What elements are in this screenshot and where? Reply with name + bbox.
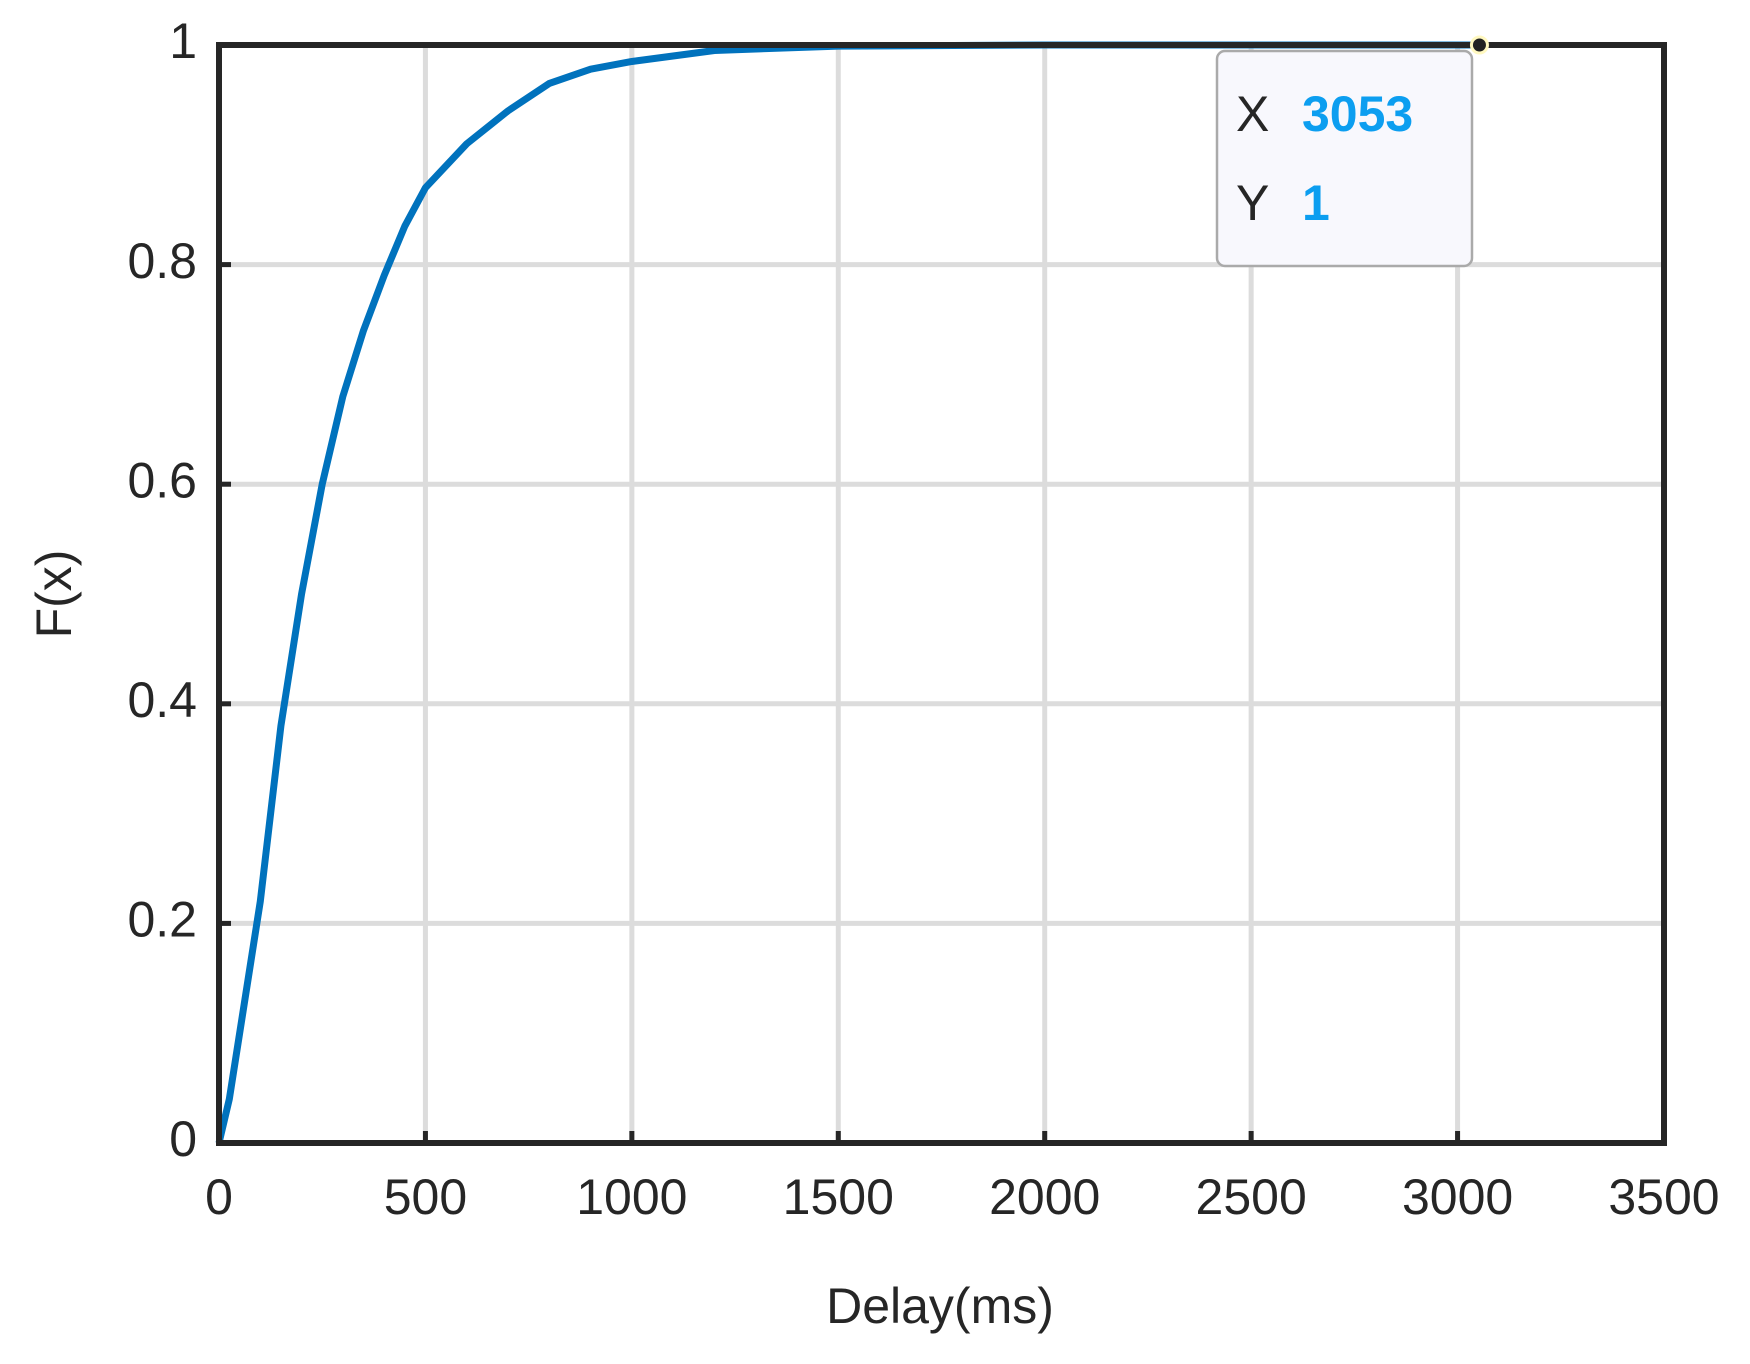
datatip-y-value: 1 — [1302, 175, 1330, 231]
y-axis-label: F(x) — [26, 550, 82, 639]
datatip-x-name: X — [1236, 86, 1269, 142]
x-tick-label: 2500 — [1196, 1169, 1307, 1225]
x-tick-label: 500 — [384, 1169, 467, 1225]
y-tick-label: 0.2 — [127, 892, 197, 948]
datatip-marker — [1469, 35, 1489, 55]
data-line — [215, 41, 1480, 1144]
y-tick-label: 0.6 — [127, 452, 197, 508]
y-tick-label: 0.4 — [127, 672, 197, 728]
datatip-y-name: Y — [1236, 175, 1269, 231]
x-axis-label: Delay(ms) — [826, 1278, 1054, 1334]
x-tick-label: 1000 — [576, 1169, 687, 1225]
x-tick-label: 3500 — [1608, 1169, 1719, 1225]
axes-box — [216, 42, 1667, 1146]
x-tick-label: 1500 — [783, 1169, 894, 1225]
y-tick-label: 0.8 — [127, 233, 197, 289]
datatip-box — [1215, 49, 1474, 268]
datatip-x-value: 3053 — [1302, 86, 1413, 142]
x-tick-label: 3000 — [1402, 1169, 1513, 1225]
y-tick-label: 1 — [169, 13, 197, 69]
y-tick-label: 0 — [169, 1111, 197, 1167]
x-tick-label: 0 — [205, 1169, 233, 1225]
x-tick-label: 2000 — [989, 1169, 1100, 1225]
